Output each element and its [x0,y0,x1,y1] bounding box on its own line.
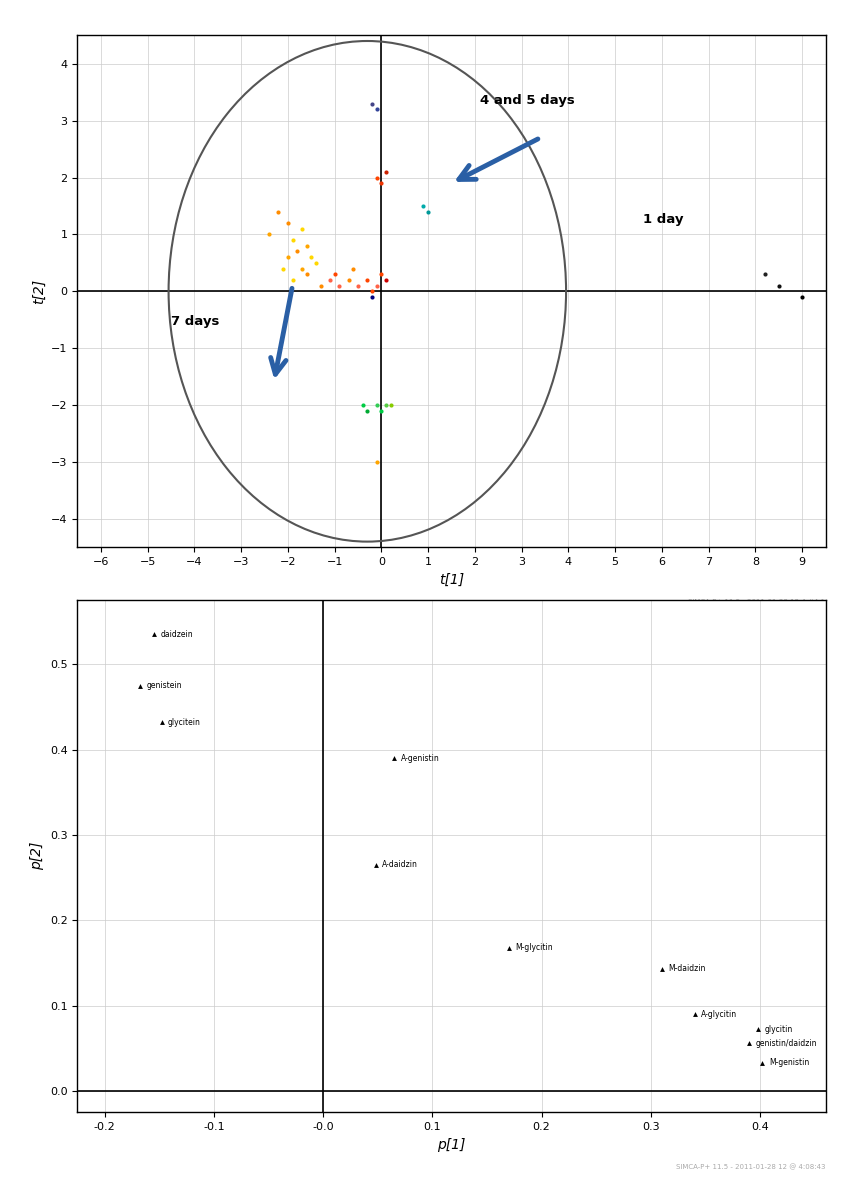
Text: daidzein: daidzein [161,630,193,639]
Text: 4 and 5 days: 4 and 5 days [480,94,574,107]
Text: genistein: genistein [146,681,181,690]
Text: glycitin: glycitin [765,1025,793,1033]
X-axis label: t[1]: t[1] [439,572,464,586]
Text: M-genistin: M-genistin [769,1058,809,1068]
Text: SIMCA-P+ 11.5 - 2011-01-28 12:4 #4:1: SIMCA-P+ 11.5 - 2011-01-28 12:4 #4:1 [689,598,826,605]
Text: A-daidzin: A-daidzin [382,860,418,870]
Text: genistin/daidzin: genistin/daidzin [756,1038,817,1048]
X-axis label: p[1]: p[1] [438,1137,465,1151]
Text: 1 day: 1 day [643,213,684,226]
Text: 7 days: 7 days [171,315,219,328]
Text: A-genistin: A-genistin [401,753,439,763]
Text: M-daidzin: M-daidzin [668,964,706,973]
Y-axis label: t[2]: t[2] [32,279,46,304]
Y-axis label: p[2]: p[2] [30,842,45,871]
Text: M-glycitin: M-glycitin [515,943,553,952]
Text: glycitein: glycitein [168,718,201,726]
Text: A-glycitin: A-glycitin [701,1010,737,1018]
Text: SIMCA-P+ 11.5 - 2011-01-28 12 @ 4:08:43: SIMCA-P+ 11.5 - 2011-01-28 12 @ 4:08:43 [676,1163,826,1170]
